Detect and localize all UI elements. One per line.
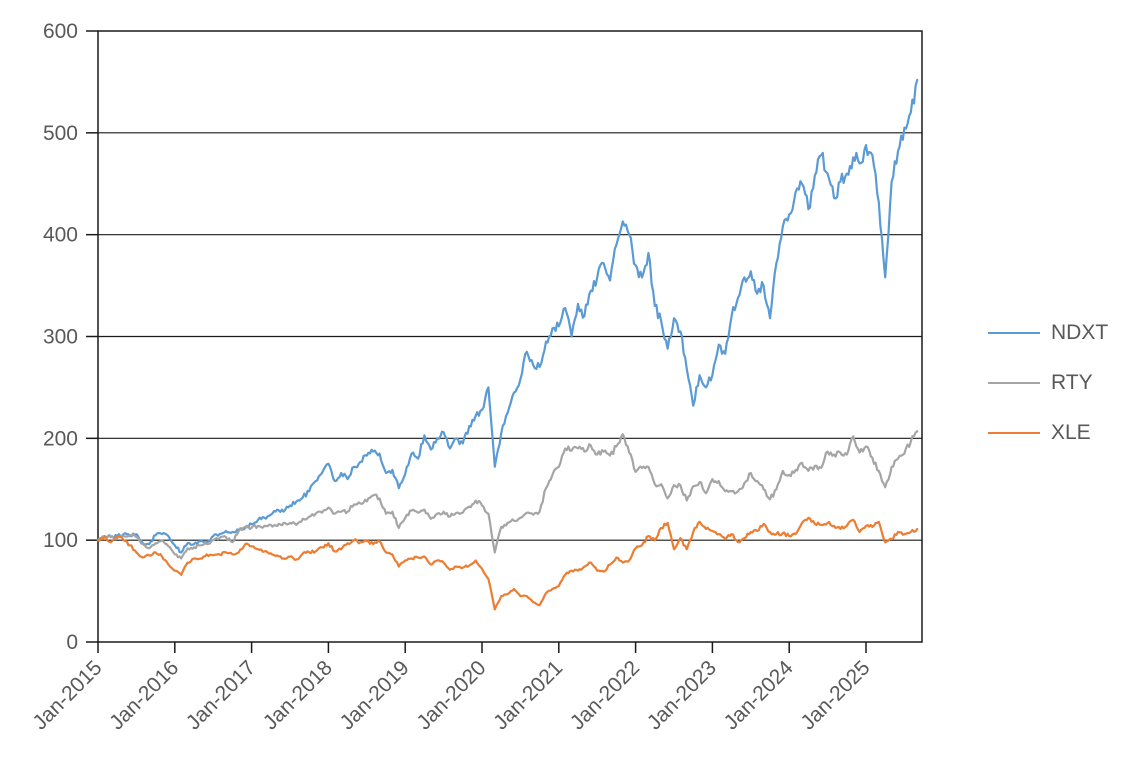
y-tick-label: 500 bbox=[43, 122, 78, 145]
series-line-rty bbox=[96, 430, 919, 560]
x-tick-label: Jan-2017 bbox=[182, 656, 260, 734]
y-tick-label: 100 bbox=[43, 529, 78, 552]
legend-line-swatch-rty bbox=[988, 382, 1040, 384]
y-tick-label: 200 bbox=[43, 427, 78, 450]
legend-item-rty: RTY bbox=[988, 371, 1108, 395]
legend-label-ndxt: NDXT bbox=[1051, 321, 1109, 344]
x-tick-label: Jan-2021 bbox=[489, 656, 567, 734]
x-tick-label: Jan-2015 bbox=[28, 656, 106, 734]
y-tick-label: 300 bbox=[43, 326, 78, 349]
legend-line-swatch-ndxt bbox=[988, 332, 1040, 334]
x-tick-label: Jan-2016 bbox=[105, 656, 183, 734]
legend-item-ndxt: NDXT bbox=[988, 321, 1108, 345]
legend: NDXT RTY XLE bbox=[988, 321, 1108, 471]
y-tick-label: 400 bbox=[43, 224, 78, 247]
legend-line-swatch-xle bbox=[988, 432, 1040, 434]
legend-item-xle: XLE bbox=[988, 421, 1108, 445]
x-tick-label: Jan-2022 bbox=[566, 656, 644, 734]
x-tick-label: Jan-2024 bbox=[720, 656, 798, 734]
x-tick-label: Jan-2023 bbox=[643, 656, 721, 734]
x-tick-label: Jan-2020 bbox=[412, 656, 490, 734]
series-line-xle bbox=[96, 516, 919, 611]
y-tick-label: 600 bbox=[43, 20, 78, 43]
y-tick-label: 0 bbox=[66, 631, 78, 654]
series-line-ndxt bbox=[96, 78, 919, 554]
legend-label-xle: XLE bbox=[1051, 421, 1091, 444]
x-tick-label: Jan-2018 bbox=[259, 656, 337, 734]
x-tick-label: Jan-2025 bbox=[796, 656, 874, 734]
legend-label-rty: RTY bbox=[1051, 371, 1093, 394]
x-tick-label: Jan-2019 bbox=[336, 656, 414, 734]
